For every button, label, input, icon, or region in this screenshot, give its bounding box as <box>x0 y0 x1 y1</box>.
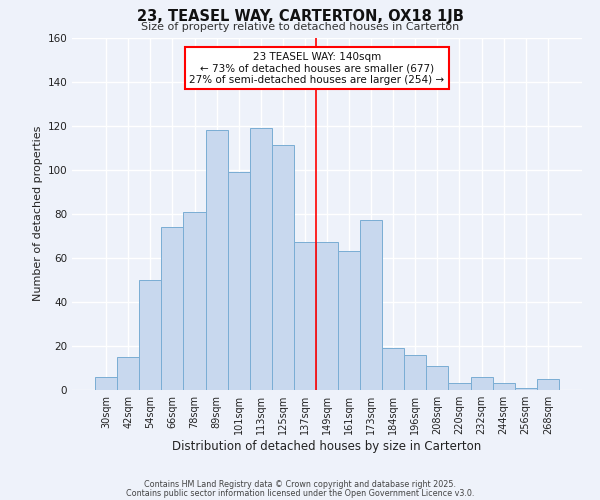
Bar <box>250 128 272 390</box>
Bar <box>272 146 294 390</box>
Bar <box>427 366 448 390</box>
Bar <box>515 388 537 390</box>
Bar <box>95 377 117 390</box>
Text: Contains HM Land Registry data © Crown copyright and database right 2025.: Contains HM Land Registry data © Crown c… <box>144 480 456 489</box>
Bar <box>448 384 470 390</box>
Bar <box>184 212 206 390</box>
Y-axis label: Number of detached properties: Number of detached properties <box>33 126 43 302</box>
Text: Size of property relative to detached houses in Carterton: Size of property relative to detached ho… <box>141 22 459 32</box>
Bar <box>470 377 493 390</box>
Bar <box>206 130 227 390</box>
Text: 23, TEASEL WAY, CARTERTON, OX18 1JB: 23, TEASEL WAY, CARTERTON, OX18 1JB <box>137 9 463 24</box>
Bar <box>117 357 139 390</box>
Bar <box>139 280 161 390</box>
Bar <box>316 242 338 390</box>
Bar <box>537 379 559 390</box>
Bar <box>493 384 515 390</box>
X-axis label: Distribution of detached houses by size in Carterton: Distribution of detached houses by size … <box>172 440 482 453</box>
Bar <box>382 348 404 390</box>
Text: Contains public sector information licensed under the Open Government Licence v3: Contains public sector information licen… <box>126 488 474 498</box>
Bar <box>227 172 250 390</box>
Bar <box>294 242 316 390</box>
Bar <box>360 220 382 390</box>
Bar <box>338 251 360 390</box>
Bar <box>161 227 184 390</box>
Text: 23 TEASEL WAY: 140sqm
← 73% of detached houses are smaller (677)
27% of semi-det: 23 TEASEL WAY: 140sqm ← 73% of detached … <box>189 52 445 85</box>
Bar <box>404 355 427 390</box>
